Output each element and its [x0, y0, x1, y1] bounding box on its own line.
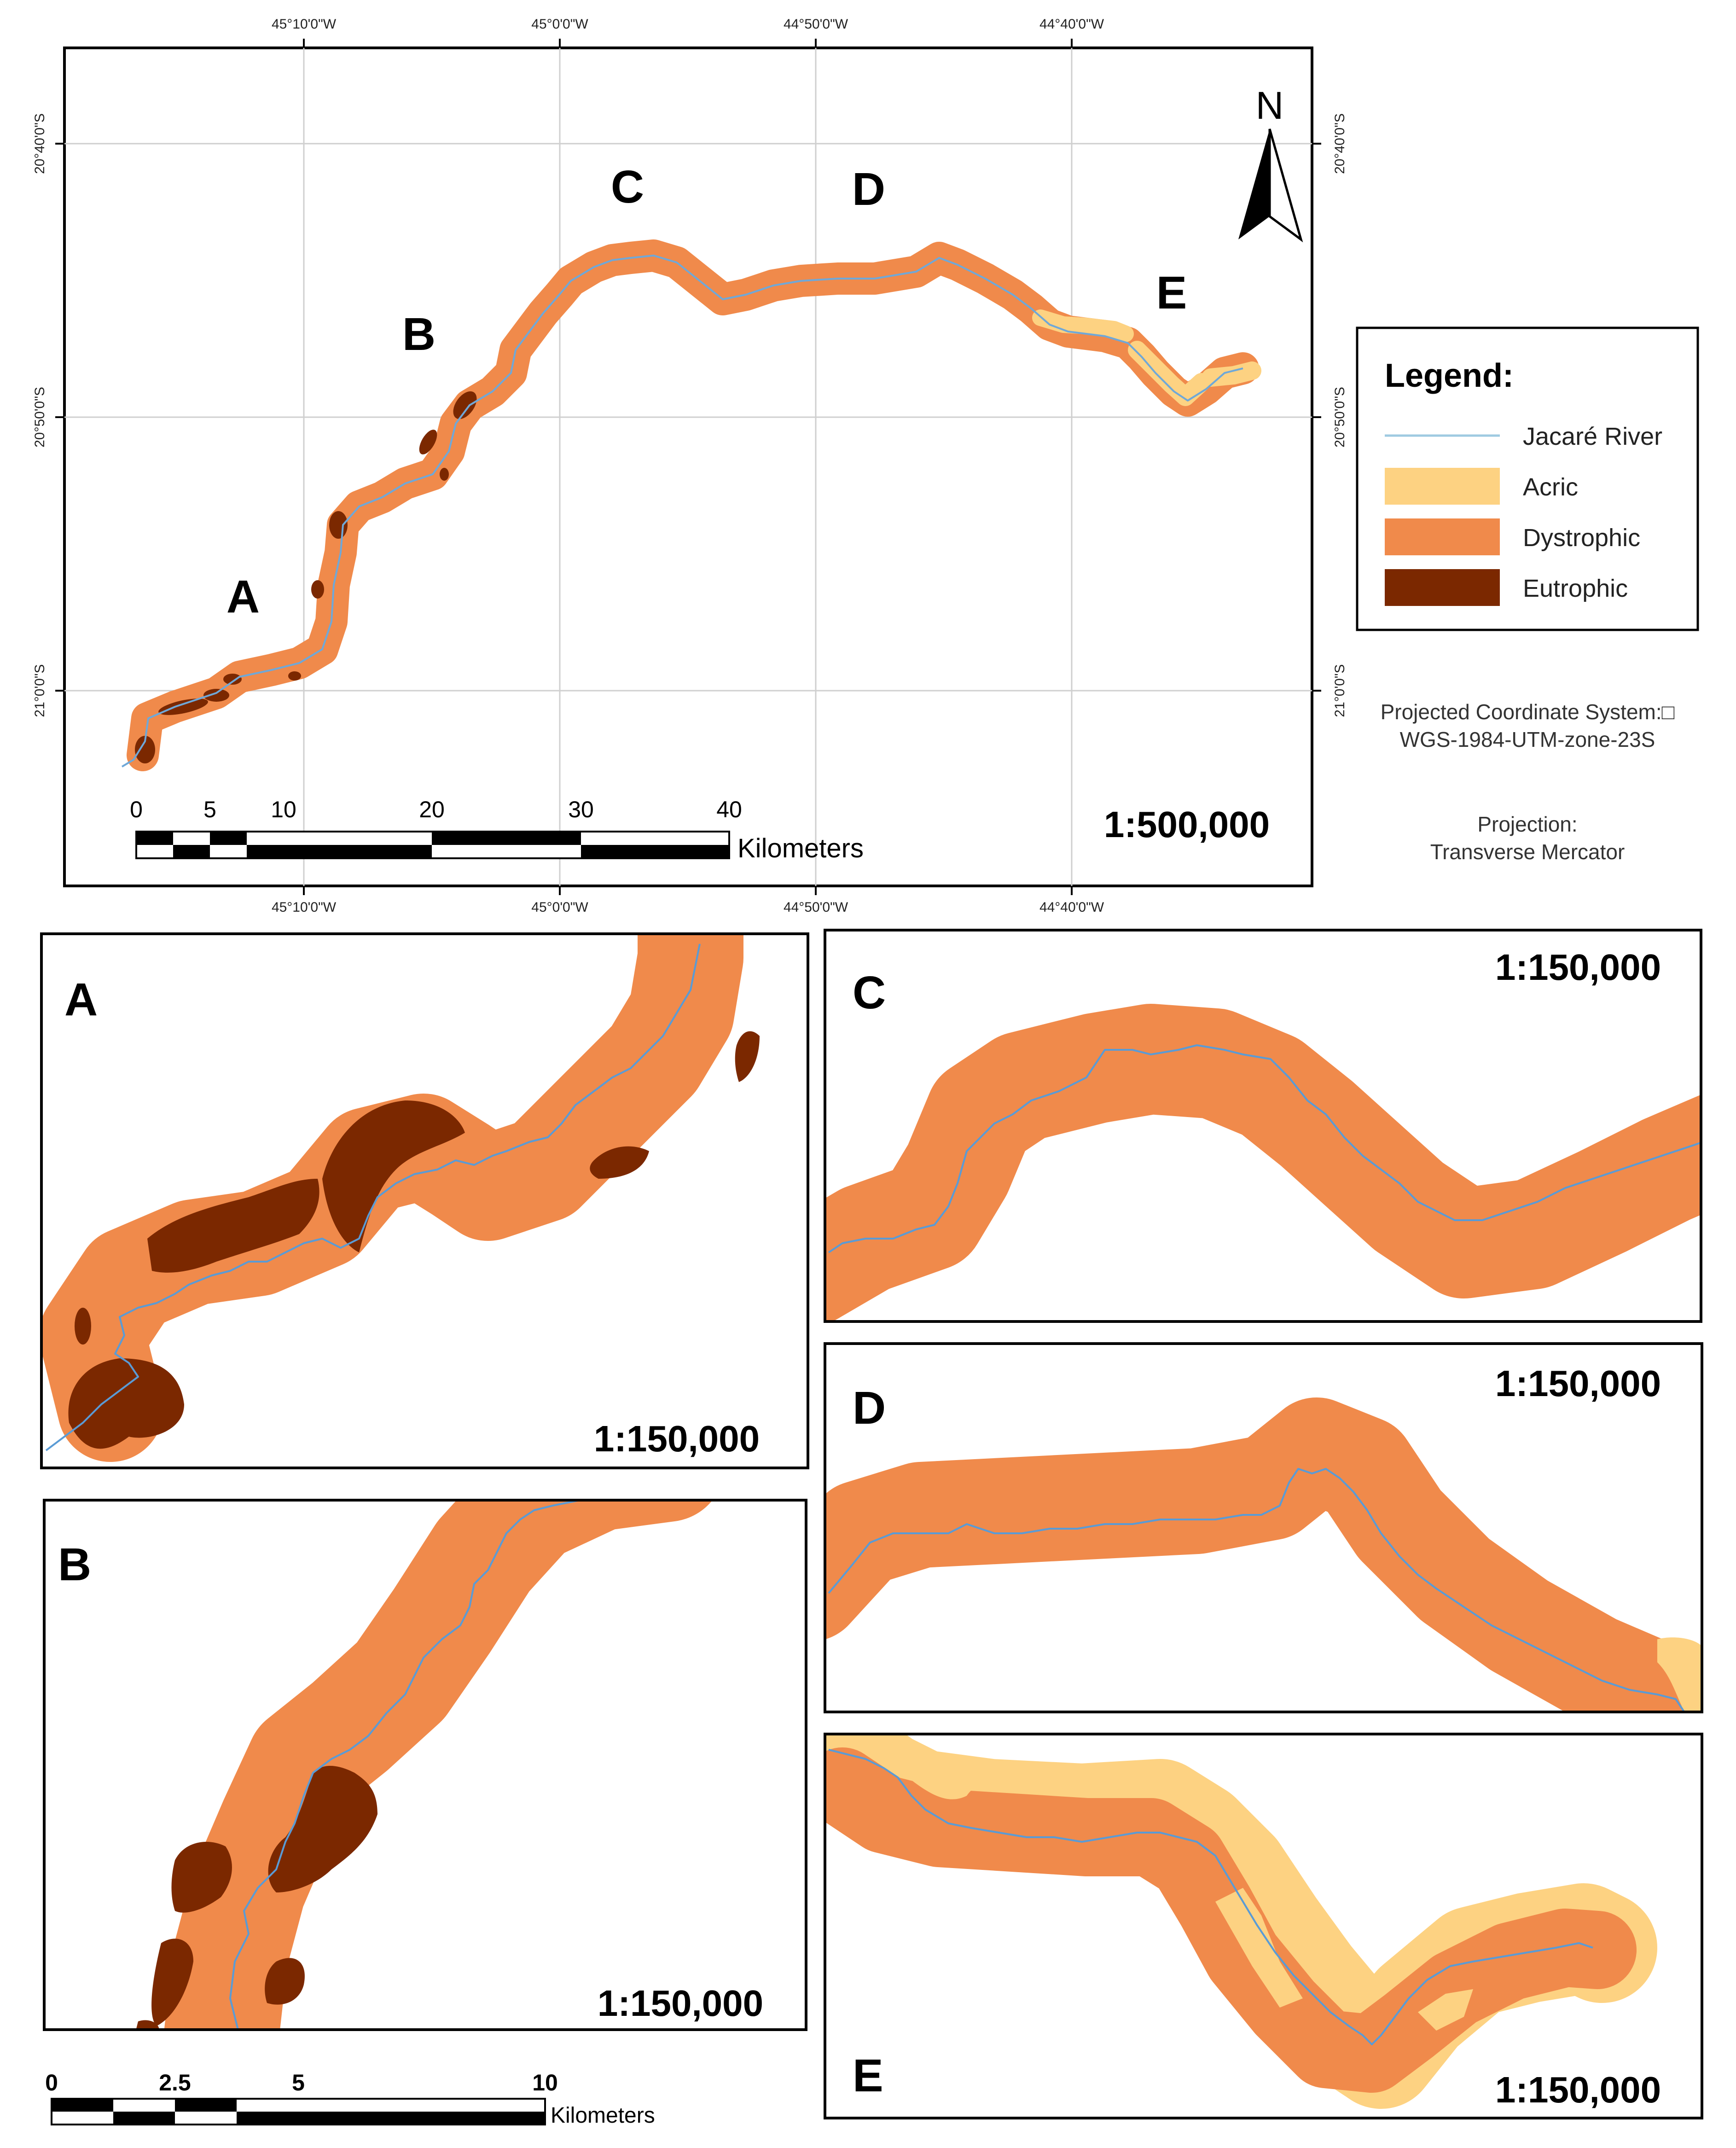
inset-d-river — [828, 1468, 1686, 1712]
inset-c-letter: C — [853, 967, 886, 1019]
inset-scalebar-unit: Kilometers — [551, 2103, 655, 2128]
lat-label-left: 20°40'0"S — [32, 113, 47, 174]
site-label-c: C — [611, 161, 644, 213]
inset-scalebar-tick: 0 — [45, 2070, 58, 2096]
legend-label-dystrophic: Dystrophic — [1523, 524, 1640, 552]
legend-swatch-eutrophic — [1385, 569, 1500, 606]
coord-system-line1: Projected Coordinate System:□ — [1381, 700, 1675, 724]
graticule-ticks — [55, 39, 1321, 895]
inset-b-letter: B — [58, 1539, 91, 1590]
lat-label-left: 21°0'0"S — [32, 664, 47, 717]
inset-a-frame — [40, 932, 809, 1469]
lon-label-bottom: 45°0'0"W — [531, 900, 588, 915]
inset-scalebar-tick: 10 — [532, 2070, 558, 2096]
inset-c: C 1:150,000 — [824, 929, 1702, 1323]
lon-label-top: 45°0'0"W — [531, 17, 588, 32]
site-label-e: E — [1156, 267, 1187, 319]
inset-scalebar-tick: 2.5 — [159, 2070, 191, 2096]
inset-c-buffer — [825, 1004, 1701, 1321]
lat-label-right: 20°50'0"S — [1332, 387, 1347, 448]
site-label-b: B — [402, 309, 435, 360]
main-scale-ratio: 1:500,000 — [1104, 804, 1270, 845]
inset-d-letter: D — [853, 1382, 886, 1434]
lon-label-top: 44°50'0"W — [784, 17, 848, 32]
lat-label-left: 20°50'0"S — [32, 387, 47, 448]
inset-e-letter: E — [853, 2050, 883, 2101]
inset-d-buffer — [825, 1397, 1702, 1712]
lon-label-top: 44°40'0"W — [1039, 17, 1104, 32]
scalebar-unit: Kilometers — [737, 833, 864, 863]
inset-e-scale: 1:150,000 — [1495, 2069, 1661, 2110]
inset-a-river — [45, 943, 701, 1451]
north-arrow: N — [1238, 84, 1303, 243]
north-arrow-left-half — [1238, 129, 1270, 239]
inset-scalebar: 0 2.5 5 10 Kilometers — [45, 2070, 655, 2128]
lat-label-right: 20°40'0"S — [1332, 113, 1347, 174]
site-label-a: A — [226, 571, 260, 623]
scalebar-tick-label: 40 — [716, 797, 742, 822]
lon-label-bottom: 44°50'0"W — [784, 900, 848, 915]
acric-patch — [1128, 341, 1211, 406]
scalebar-tick-label: 30 — [568, 797, 594, 822]
inset-e: E 1:150,000 — [824, 1733, 1703, 2119]
projection-line1: Projection: — [1477, 812, 1577, 836]
legend-label-river: Jacaré River — [1523, 423, 1662, 450]
lon-label-bottom: 45°10'0"W — [272, 900, 337, 915]
legend-swatch-dystrophic — [1385, 518, 1500, 555]
inset-a-scale: 1:150,000 — [594, 1418, 760, 1459]
acric-patch — [1202, 361, 1261, 387]
lon-label-bottom: 44°40'0"W — [1039, 900, 1104, 915]
lon-label-top: 45°10'0"W — [272, 17, 337, 32]
inset-a-letter: A — [64, 974, 98, 1025]
inset-d: D 1:150,000 — [824, 1342, 1703, 1713]
graticule — [64, 48, 1312, 886]
acric-patch — [1032, 309, 1134, 342]
inset-b-frame — [43, 1499, 807, 2031]
inset-c-river — [828, 1044, 1701, 1253]
main-map: 45°10'0"W 45°0'0"W 44°50'0"W 44°40'0"W 4… — [32, 17, 1347, 915]
scalebar-tick-label: 10 — [271, 797, 296, 822]
legend: Legend: Jacaré River Acric Dystrophic Eu… — [1356, 326, 1699, 631]
eutrophic-patches-main — [135, 391, 477, 763]
legend-label-acric: Acric — [1523, 473, 1578, 501]
scalebar-tick-label: 20 — [419, 797, 445, 822]
inset-a-eutrophic — [68, 1031, 760, 1449]
inset-d-scale: 1:150,000 — [1495, 1363, 1661, 1404]
inset-c-scale: 1:150,000 — [1495, 947, 1661, 988]
main-scalebar: 0 5 10 20 30 40 Kilometers — [130, 797, 864, 863]
inset-e-river — [828, 1749, 1593, 2045]
inset-d-acric — [1657, 1637, 1702, 1712]
inset-scalebar-tick: 5 — [292, 2070, 305, 2096]
scalebar-tick-label: 5 — [203, 797, 216, 822]
inset-b-scale: 1:150,000 — [598, 1983, 763, 2024]
legend-label-eutrophic: Eutrophic — [1523, 575, 1628, 602]
inset-b-buffer — [164, 1500, 712, 2030]
inset-e-acric-fringe — [902, 1764, 1473, 2031]
north-label: N — [1256, 84, 1284, 127]
inset-e-frame — [824, 1733, 1703, 2119]
coord-system-line2: WGS-1984-UTM-zone-23S — [1400, 728, 1655, 751]
scalebar-tick-label: 0 — [130, 797, 143, 822]
jacare-river-main — [121, 255, 1243, 768]
inset-b-eutrophic — [136, 1766, 377, 2030]
projection-line2: Transverse Mercator — [1430, 840, 1625, 864]
legend-title: Legend: — [1385, 357, 1514, 394]
inset-b-river — [229, 1500, 585, 2030]
inset-c-frame — [824, 929, 1702, 1323]
lat-label-right: 21°0'0"S — [1332, 664, 1347, 717]
legend-swatch-acric — [1385, 468, 1500, 505]
inset-a: A 1:150,000 — [40, 932, 809, 1469]
north-arrow-right-half — [1268, 128, 1303, 243]
inset-b: B 1:150,000 — [43, 1499, 807, 2031]
site-label-d: D — [852, 163, 885, 215]
inset-d-frame — [824, 1342, 1703, 1713]
main-map-frame — [63, 47, 1313, 887]
